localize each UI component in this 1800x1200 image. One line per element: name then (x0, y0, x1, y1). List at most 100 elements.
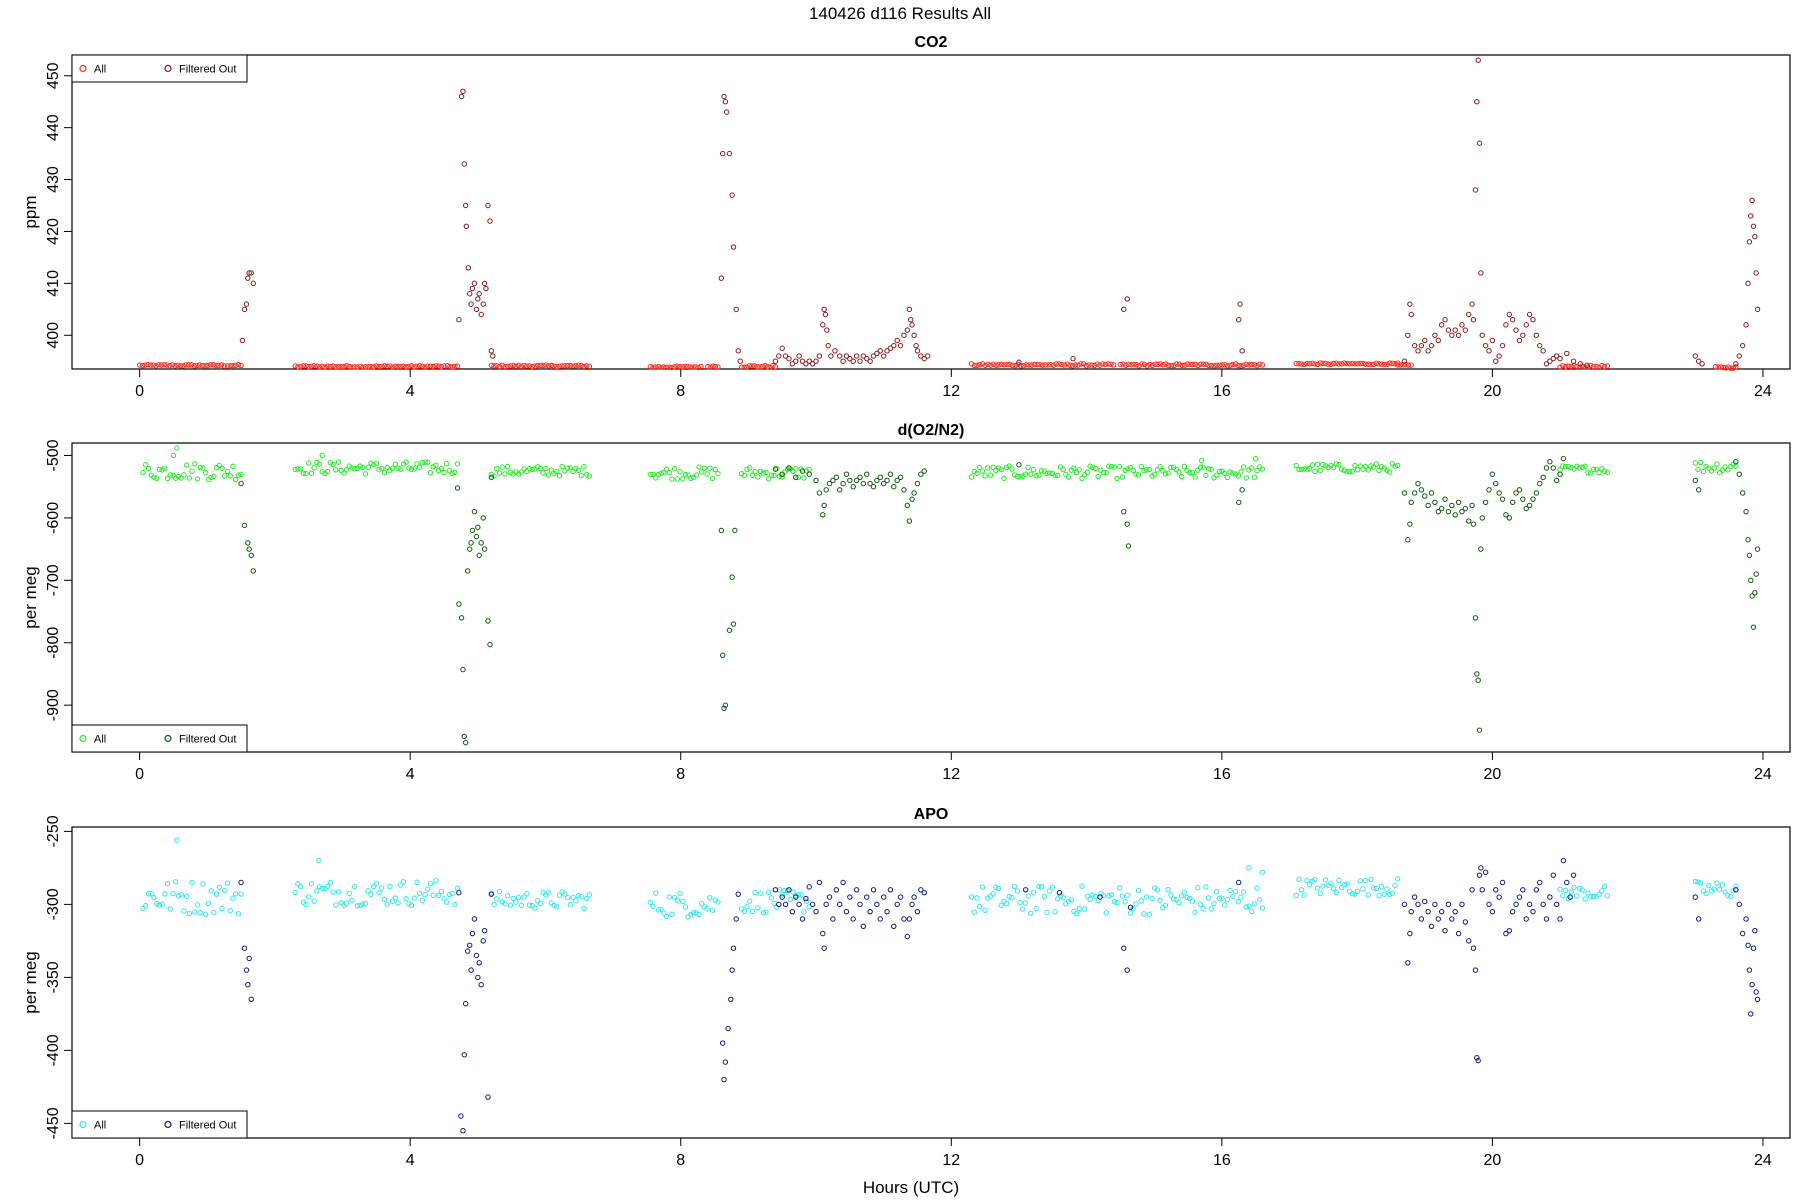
apo-all-point (1017, 899, 1023, 906)
apo-all-point (1063, 901, 1069, 907)
co2-all-point (496, 363, 503, 370)
o2n2-all-point (763, 469, 769, 475)
apo-all-point (1036, 883, 1042, 890)
apo-all-point (763, 909, 769, 915)
apo-all-point (1046, 888, 1053, 894)
co2-all-point (194, 362, 200, 369)
o2n2-all-point (370, 462, 377, 468)
o2n2-filtered-point (779, 471, 785, 477)
o2n2-filtered-point (793, 474, 799, 481)
o2n2-all-point (669, 476, 675, 482)
apo-all-point (1711, 886, 1717, 892)
apo-all-point (343, 900, 350, 906)
apo-filtered-point (1462, 919, 1469, 925)
apo-filtered-point (786, 887, 792, 893)
apo-filtered-point (1408, 908, 1414, 915)
o2n2-all-point (747, 465, 753, 471)
co2-all-point (403, 364, 409, 370)
apo-all-point (143, 903, 149, 909)
co2-all-point (319, 363, 325, 369)
o2n2-all-point (1587, 470, 1594, 476)
apo-all-point (238, 891, 244, 897)
apo-all-point (368, 891, 374, 898)
apo-all-point (738, 906, 745, 912)
o2n2-all-point (1198, 457, 1205, 464)
o2n2-all-point (680, 476, 686, 482)
co2-all-point (1357, 360, 1364, 367)
apo-all-point (398, 882, 404, 888)
co2-filtered-point (1445, 327, 1452, 333)
co2-filtered-point (796, 353, 802, 359)
apo-all-point (1296, 876, 1302, 883)
apo-all-point (403, 895, 409, 902)
apo-filtered-point (1746, 967, 1753, 973)
apo-y-tick-label: -450 (45, 1107, 62, 1139)
o2n2-all-point (1203, 472, 1209, 479)
co2-all-point (188, 362, 195, 368)
apo-all-point (189, 879, 195, 886)
o2n2-filtered-point (843, 471, 850, 477)
apo-all-point (370, 883, 377, 890)
co2-all-point (578, 362, 584, 369)
o2n2-all-point (1079, 475, 1085, 482)
apo-all-point (362, 900, 369, 907)
o2n2-filtered-point (1496, 490, 1502, 496)
co2-all-point (759, 363, 766, 370)
o2n2-all-point (151, 474, 157, 480)
co2-all-point (652, 364, 659, 370)
apo-all-point (1733, 883, 1739, 889)
co2-filtered-point (1547, 358, 1553, 364)
o2n2-all-point (1370, 464, 1377, 470)
o2n2-all-point (507, 469, 514, 476)
o2n2-all-point (411, 466, 417, 472)
co2-filtered-point (1459, 322, 1465, 328)
o2n2-all-point (1333, 461, 1339, 467)
o2n2-all-point (712, 466, 718, 473)
o2n2-filtered-point (830, 477, 836, 484)
o2n2-filtered-point (1124, 521, 1130, 527)
o2n2-all-point (395, 465, 401, 471)
co2-all-point (1557, 364, 1563, 370)
apo-all-point (974, 895, 980, 901)
o2n2-all-point (319, 469, 325, 475)
co2-all-point (521, 362, 527, 369)
co2-all-point (295, 364, 301, 370)
co2-all-point (754, 364, 760, 370)
apo-x-tick-label: 0 (135, 1152, 144, 1169)
apo-all-point (584, 895, 590, 902)
co2-all-point (1238, 363, 1244, 369)
apo-filtered-point (1455, 930, 1462, 937)
o2n2-filtered-point (468, 540, 474, 546)
o2n2-all-point (357, 463, 363, 469)
co2-all-point (746, 363, 753, 369)
apo-filtered-point (1513, 901, 1519, 908)
co2-all-point (175, 362, 181, 368)
o2n2-all-point (170, 452, 177, 459)
apo-all-point (1727, 893, 1734, 900)
co2-all-point (1325, 361, 1331, 367)
co2-filtered-point (483, 285, 489, 292)
co2-all-point (156, 362, 162, 368)
apo-all-point (1127, 910, 1134, 916)
co2-all-point (387, 363, 393, 369)
co2-all-point (971, 362, 978, 369)
o2n2-all-point (167, 472, 173, 478)
apo-all-point (1195, 884, 1201, 891)
co2-all-point (1042, 362, 1049, 368)
o2n2-all-point (1352, 462, 1358, 469)
o2n2-all-point (1125, 466, 1131, 472)
apo-all-point (292, 889, 298, 896)
o2n2-filtered-point (867, 480, 873, 487)
co2-filtered-point (1520, 332, 1526, 338)
apo-filtered-point (897, 894, 904, 900)
o2n2-all-point (1293, 462, 1299, 469)
apo-all-point (145, 891, 152, 897)
o2n2-filtered-point (911, 490, 917, 496)
co2-all-point (1298, 361, 1305, 367)
co2-all-point (216, 362, 222, 369)
o2n2-all-point (140, 469, 146, 476)
apo-all-point (232, 891, 239, 897)
co2-filtered-point (729, 192, 735, 198)
apo-filtered-point (478, 981, 484, 988)
